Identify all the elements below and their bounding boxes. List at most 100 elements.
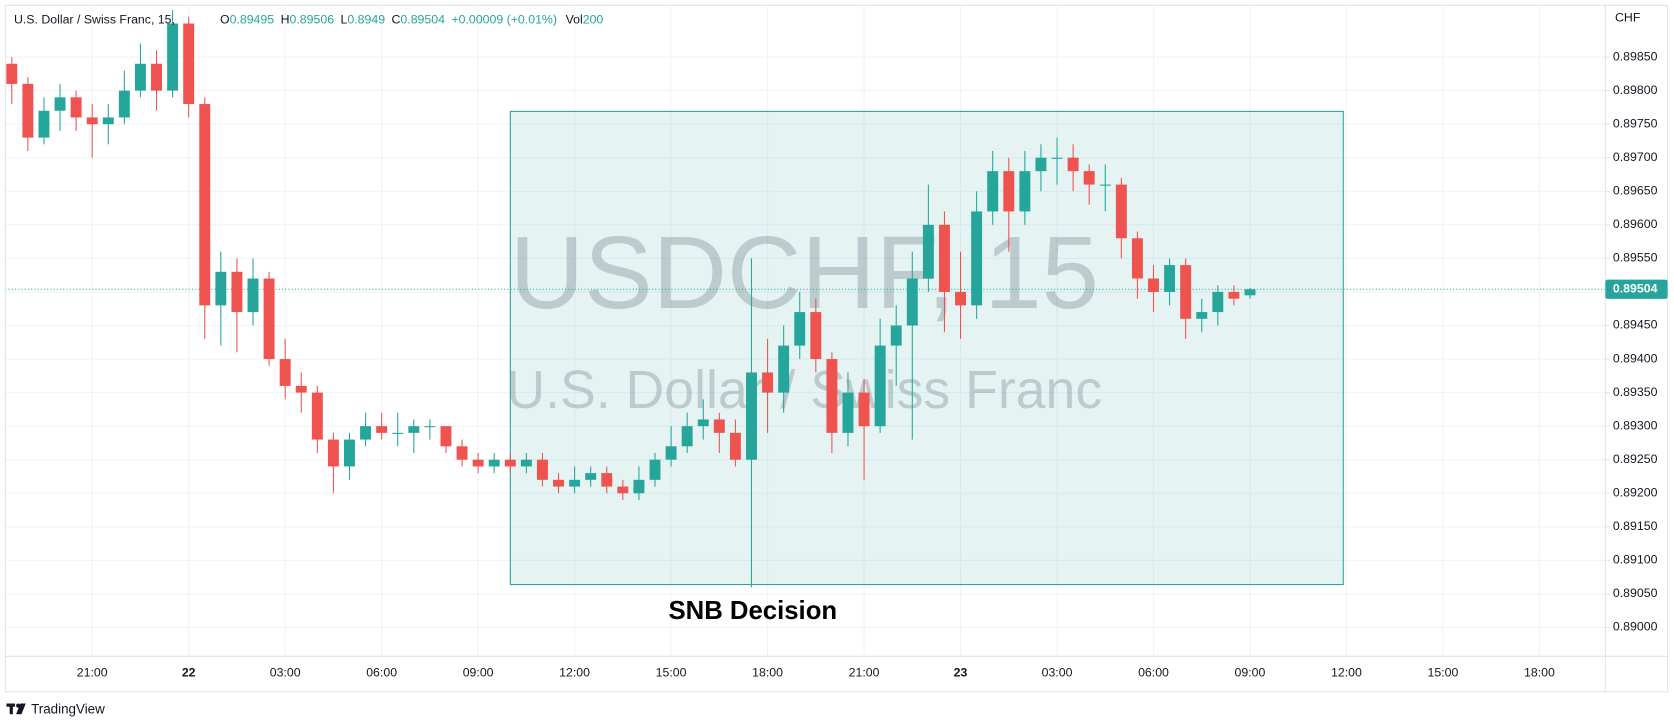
candle-body <box>1099 184 1111 186</box>
x-tick-label: 22 <box>182 666 196 680</box>
legend-ohlc-label: L <box>341 13 348 27</box>
legend-ohlc-value: 0.8949 <box>347 13 385 27</box>
candle-body <box>472 459 484 467</box>
branding: TradingView <box>31 702 105 717</box>
candle-body <box>102 117 114 125</box>
candle-body <box>520 459 532 467</box>
candle-body <box>38 110 50 138</box>
candle-body <box>1196 312 1208 319</box>
last-price-badge <box>1605 279 1668 299</box>
legend-ohlc-label: H <box>281 13 290 27</box>
candle-body <box>601 473 613 487</box>
candle-body <box>1083 171 1095 185</box>
candle-body <box>1131 238 1143 279</box>
watermark-description: U.S. Dollar / Swiss Franc <box>506 360 1102 420</box>
candle-body <box>408 426 420 433</box>
candle-body <box>794 312 806 346</box>
y-tick-label: 0.89850 <box>1613 49 1658 63</box>
candle-body <box>199 104 211 306</box>
chart-border <box>4 4 1669 693</box>
candle-body <box>70 97 82 118</box>
candle-body <box>1164 265 1176 292</box>
candle-body <box>955 291 967 306</box>
logo-part <box>9 703 13 715</box>
x-tick-label: 15:00 <box>656 666 687 680</box>
y-tick-label: 0.89200 <box>1613 486 1658 500</box>
x-tick-label: 03:00 <box>1042 666 1073 680</box>
candle-body <box>1019 171 1031 212</box>
candle-body <box>247 278 259 313</box>
legend-volume: 200 <box>583 13 604 27</box>
candle-body <box>215 271 227 306</box>
candle-body <box>1212 291 1224 313</box>
candle-body <box>344 439 355 467</box>
candle-body <box>746 372 757 460</box>
candle-body <box>826 359 838 433</box>
y-tick-label: 0.89350 <box>1613 385 1658 399</box>
y-tick-label: 0.89400 <box>1613 351 1658 365</box>
candle-body <box>1244 289 1256 296</box>
candle-body <box>906 278 918 326</box>
x-tick-label: 18:00 <box>1524 666 1555 680</box>
candle-body <box>842 392 854 433</box>
candle-body <box>729 432 741 460</box>
candle-body <box>504 459 516 467</box>
x-tick-label: 12:00 <box>559 666 590 680</box>
candle-body <box>938 224 950 292</box>
candle-body <box>86 117 98 125</box>
candle-body <box>665 446 677 460</box>
x-tick-label: 21:00 <box>77 666 108 680</box>
candles <box>6 10 1256 588</box>
candle-body <box>890 325 902 346</box>
candle-body <box>1180 265 1192 319</box>
legend-title: U.S. Dollar / Swiss Franc, 15, <box>14 13 175 27</box>
last-price-label: 0.89504 <box>1613 282 1658 296</box>
candle-body <box>1148 278 1159 292</box>
candle-body <box>1051 157 1063 159</box>
y-tick-label: 0.89550 <box>1613 251 1658 265</box>
candle-body <box>54 97 66 111</box>
y-tick-label: 0.89700 <box>1613 150 1658 164</box>
x-tick-label: 09:00 <box>1235 666 1266 680</box>
x-tick-label: 15:00 <box>1428 666 1459 680</box>
x-tick-label: 06:00 <box>1138 666 1169 680</box>
y-tick-label: 0.89750 <box>1613 116 1658 130</box>
x-tick-label: 03:00 <box>270 666 301 680</box>
y-tick-label: 0.89800 <box>1613 83 1658 97</box>
candle-body <box>553 479 564 487</box>
candle-body <box>617 486 629 494</box>
logo-part <box>16 703 26 715</box>
candle-body <box>1067 157 1079 172</box>
rectangle-drawing <box>509 110 1344 586</box>
y-tick-label: 0.89250 <box>1613 452 1658 466</box>
x-tick-label: 06:00 <box>366 666 397 680</box>
candle-body <box>1003 171 1015 212</box>
candle-body <box>1228 291 1240 299</box>
candle-body <box>987 171 999 212</box>
candle-body <box>971 211 983 306</box>
y-tick-label: 0.89650 <box>1613 184 1658 198</box>
drawings <box>5 110 1606 586</box>
candle-body <box>762 372 774 393</box>
y-tick-label: 0.89450 <box>1613 318 1658 332</box>
candle-body <box>440 426 452 447</box>
candle-body <box>633 479 645 494</box>
legend-ohlc-label: C <box>392 13 401 27</box>
y-tick-label: 0.89100 <box>1613 553 1658 567</box>
candle-body <box>922 224 934 279</box>
candle-body <box>810 312 822 360</box>
watermark: USDCHF, 15 U.S. Dollar / Swiss Franc <box>506 215 1102 420</box>
y-tick-label: 0.89000 <box>1613 620 1658 634</box>
candle-body <box>6 63 18 84</box>
legend-change: +0.00009 (+0.01%) <box>451 13 557 27</box>
candle-body <box>183 23 195 105</box>
legend-ohlc-value: 0.89504 <box>400 13 445 27</box>
watermark-symbol: USDCHF, 15 <box>510 215 1099 330</box>
candle-body <box>456 446 468 460</box>
candle-body <box>279 359 291 386</box>
candle-body <box>360 426 372 440</box>
x-tick-label: 21:00 <box>849 666 880 680</box>
candle-body <box>1115 184 1127 239</box>
candle-body <box>681 426 693 447</box>
candle-body <box>858 392 870 427</box>
